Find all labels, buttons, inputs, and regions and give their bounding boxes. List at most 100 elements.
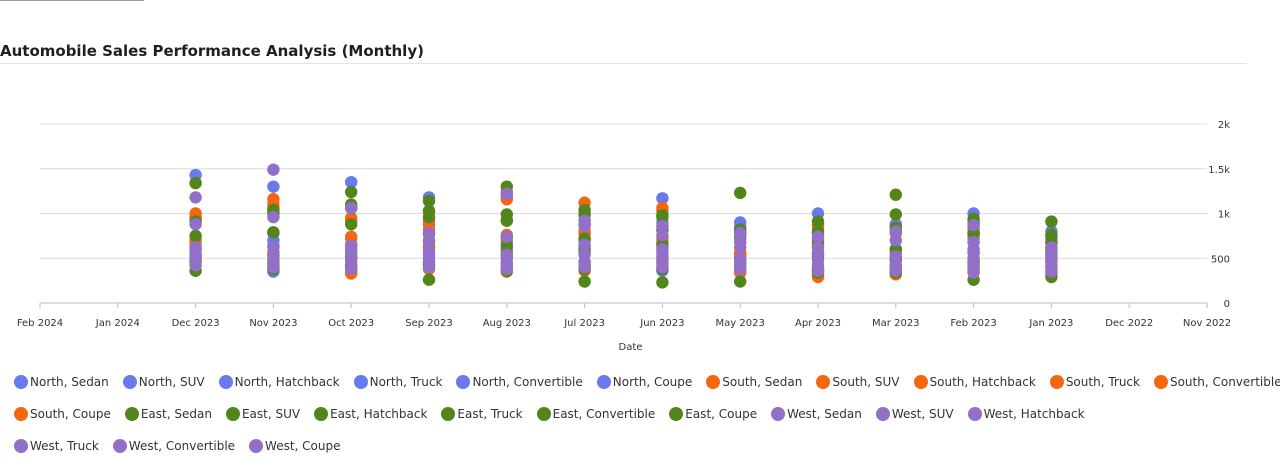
legend-label: North, SUV (138, 375, 205, 389)
legend-item[interactable]: North, Truck (353, 375, 443, 389)
data-point (811, 230, 825, 243)
legend-item[interactable]: North, Hatchback (218, 375, 340, 389)
data-point (734, 186, 747, 200)
data-point (656, 276, 669, 289)
legend-label: South, Sedan (722, 375, 803, 389)
legend-label: South, Convertible (1169, 375, 1280, 389)
legend-swatch (14, 439, 28, 453)
x-tick-label: Apr 2023 (795, 318, 841, 329)
legend-item[interactable]: South, Sedan (706, 375, 802, 389)
legend-item[interactable]: West, Convertible (112, 439, 235, 453)
data-point (889, 188, 902, 201)
legend-item[interactable]: East, Coupe (669, 407, 757, 421)
legend-swatch (314, 407, 329, 421)
legend-label: West, Hatchback (983, 407, 1085, 421)
data-point (656, 228, 669, 242)
x-tick-label: Jan 2023 (1028, 318, 1073, 329)
top-divider (0, 0, 144, 1)
x-tick-label: Jun 2023 (639, 318, 684, 329)
legend-label: South, Coupe (30, 407, 111, 421)
legend-item[interactable]: North, Sedan (14, 375, 109, 389)
data-point (500, 214, 513, 227)
data-point (967, 266, 980, 279)
data-point (578, 275, 591, 288)
data-point (734, 275, 747, 288)
x-tick-label: Aug 2023 (483, 318, 531, 329)
legend-label: South, Hatchback (929, 375, 1036, 389)
legend-label: East, Sedan (140, 407, 212, 421)
legend-item[interactable]: South, SUV (816, 375, 900, 389)
legend-item[interactable]: West, Truck (14, 439, 99, 453)
legend-label: East, Truck (457, 407, 523, 421)
legend-label: North, Coupe (612, 375, 693, 389)
legend-swatch (816, 375, 831, 389)
legend-item[interactable]: East, SUV (225, 407, 301, 421)
data-point (189, 191, 202, 204)
data-point (734, 226, 747, 240)
data-point (267, 163, 280, 176)
legend-item[interactable]: West, SUV (875, 407, 954, 421)
legend-label: East, SUV (241, 407, 301, 421)
data-point (500, 187, 513, 201)
legend-swatch (225, 407, 240, 421)
data-point (967, 235, 980, 249)
legend-swatch (596, 375, 611, 389)
chart-legend: North, Sedan North, SUV North, Hatchback No… (14, 366, 1280, 462)
data-point (189, 176, 202, 190)
legend-swatch (536, 407, 551, 421)
legend-swatch (706, 375, 721, 389)
x-tick-label: Oct 2023 (328, 318, 374, 329)
legend-label: North, Convertible (472, 375, 583, 389)
legend-item[interactable]: South, Hatchback (913, 375, 1036, 389)
legend-swatch (771, 407, 786, 421)
data-point (656, 261, 669, 274)
legend-item[interactable]: South, Coupe (14, 407, 111, 421)
legend-item[interactable]: East, Truck (441, 407, 523, 421)
legend-item[interactable]: North, Coupe (596, 375, 693, 389)
x-tick-label: Dec 2022 (1105, 318, 1153, 329)
y-tick-label: 500 (1211, 254, 1230, 265)
legend-label: North, Truck (369, 375, 443, 389)
legend-swatch (1153, 375, 1168, 389)
data-point (889, 234, 902, 247)
legend-item[interactable]: West, Coupe (249, 439, 341, 453)
legend-swatch (353, 375, 368, 389)
x-tick-label: Mar 2023 (872, 318, 920, 329)
legend-item[interactable]: North, Convertible (456, 375, 583, 389)
legend-item[interactable]: South, Convertible (1153, 375, 1280, 389)
data-point (889, 250, 902, 263)
legend-item[interactable]: South, Truck (1049, 375, 1140, 389)
data-point (422, 210, 436, 224)
scatter-chart: 0 500 1k 1.5k 2k Feb 2024 Jan 2024 Dec 2023 Nov … (17, 120, 1231, 353)
x-tick-label: Jan 2024 (95, 318, 140, 329)
legend-label: East, Coupe (685, 407, 758, 421)
data-point (345, 218, 358, 231)
legend-item[interactable]: West, Hatchback (967, 407, 1085, 421)
data-point (1045, 215, 1058, 228)
legend-item[interactable]: North, SUV (122, 375, 205, 389)
legend-item[interactable]: West, Sedan (771, 407, 862, 421)
data-point (734, 262, 747, 276)
data-point (345, 201, 358, 215)
legend-swatch (913, 375, 928, 389)
legend-label: West, Coupe (265, 439, 341, 453)
legend-label: East, Hatchback (330, 407, 428, 421)
legend-label: West, Truck (30, 439, 99, 453)
legend-swatch (112, 439, 127, 453)
data-point (889, 208, 902, 221)
data-point (422, 261, 436, 274)
data-point (267, 180, 280, 193)
legend-item[interactable]: East, Hatchback (314, 407, 427, 421)
y-tick-label: 1k (1218, 210, 1230, 221)
x-tick-label: Nov 2022 (1183, 318, 1231, 329)
legend-swatch (14, 375, 28, 389)
legend-label: South, SUV (832, 375, 900, 389)
legend-item[interactable]: East, Convertible (536, 407, 655, 421)
x-tick-label: Sep 2023 (405, 318, 452, 329)
legend-swatch (967, 407, 982, 421)
data-point (345, 175, 358, 189)
legend-swatch (249, 439, 264, 453)
x-tick-label: May 2023 (716, 318, 765, 329)
x-tick-label: Dec 2023 (172, 318, 220, 329)
legend-item[interactable]: East, Sedan (124, 407, 212, 421)
